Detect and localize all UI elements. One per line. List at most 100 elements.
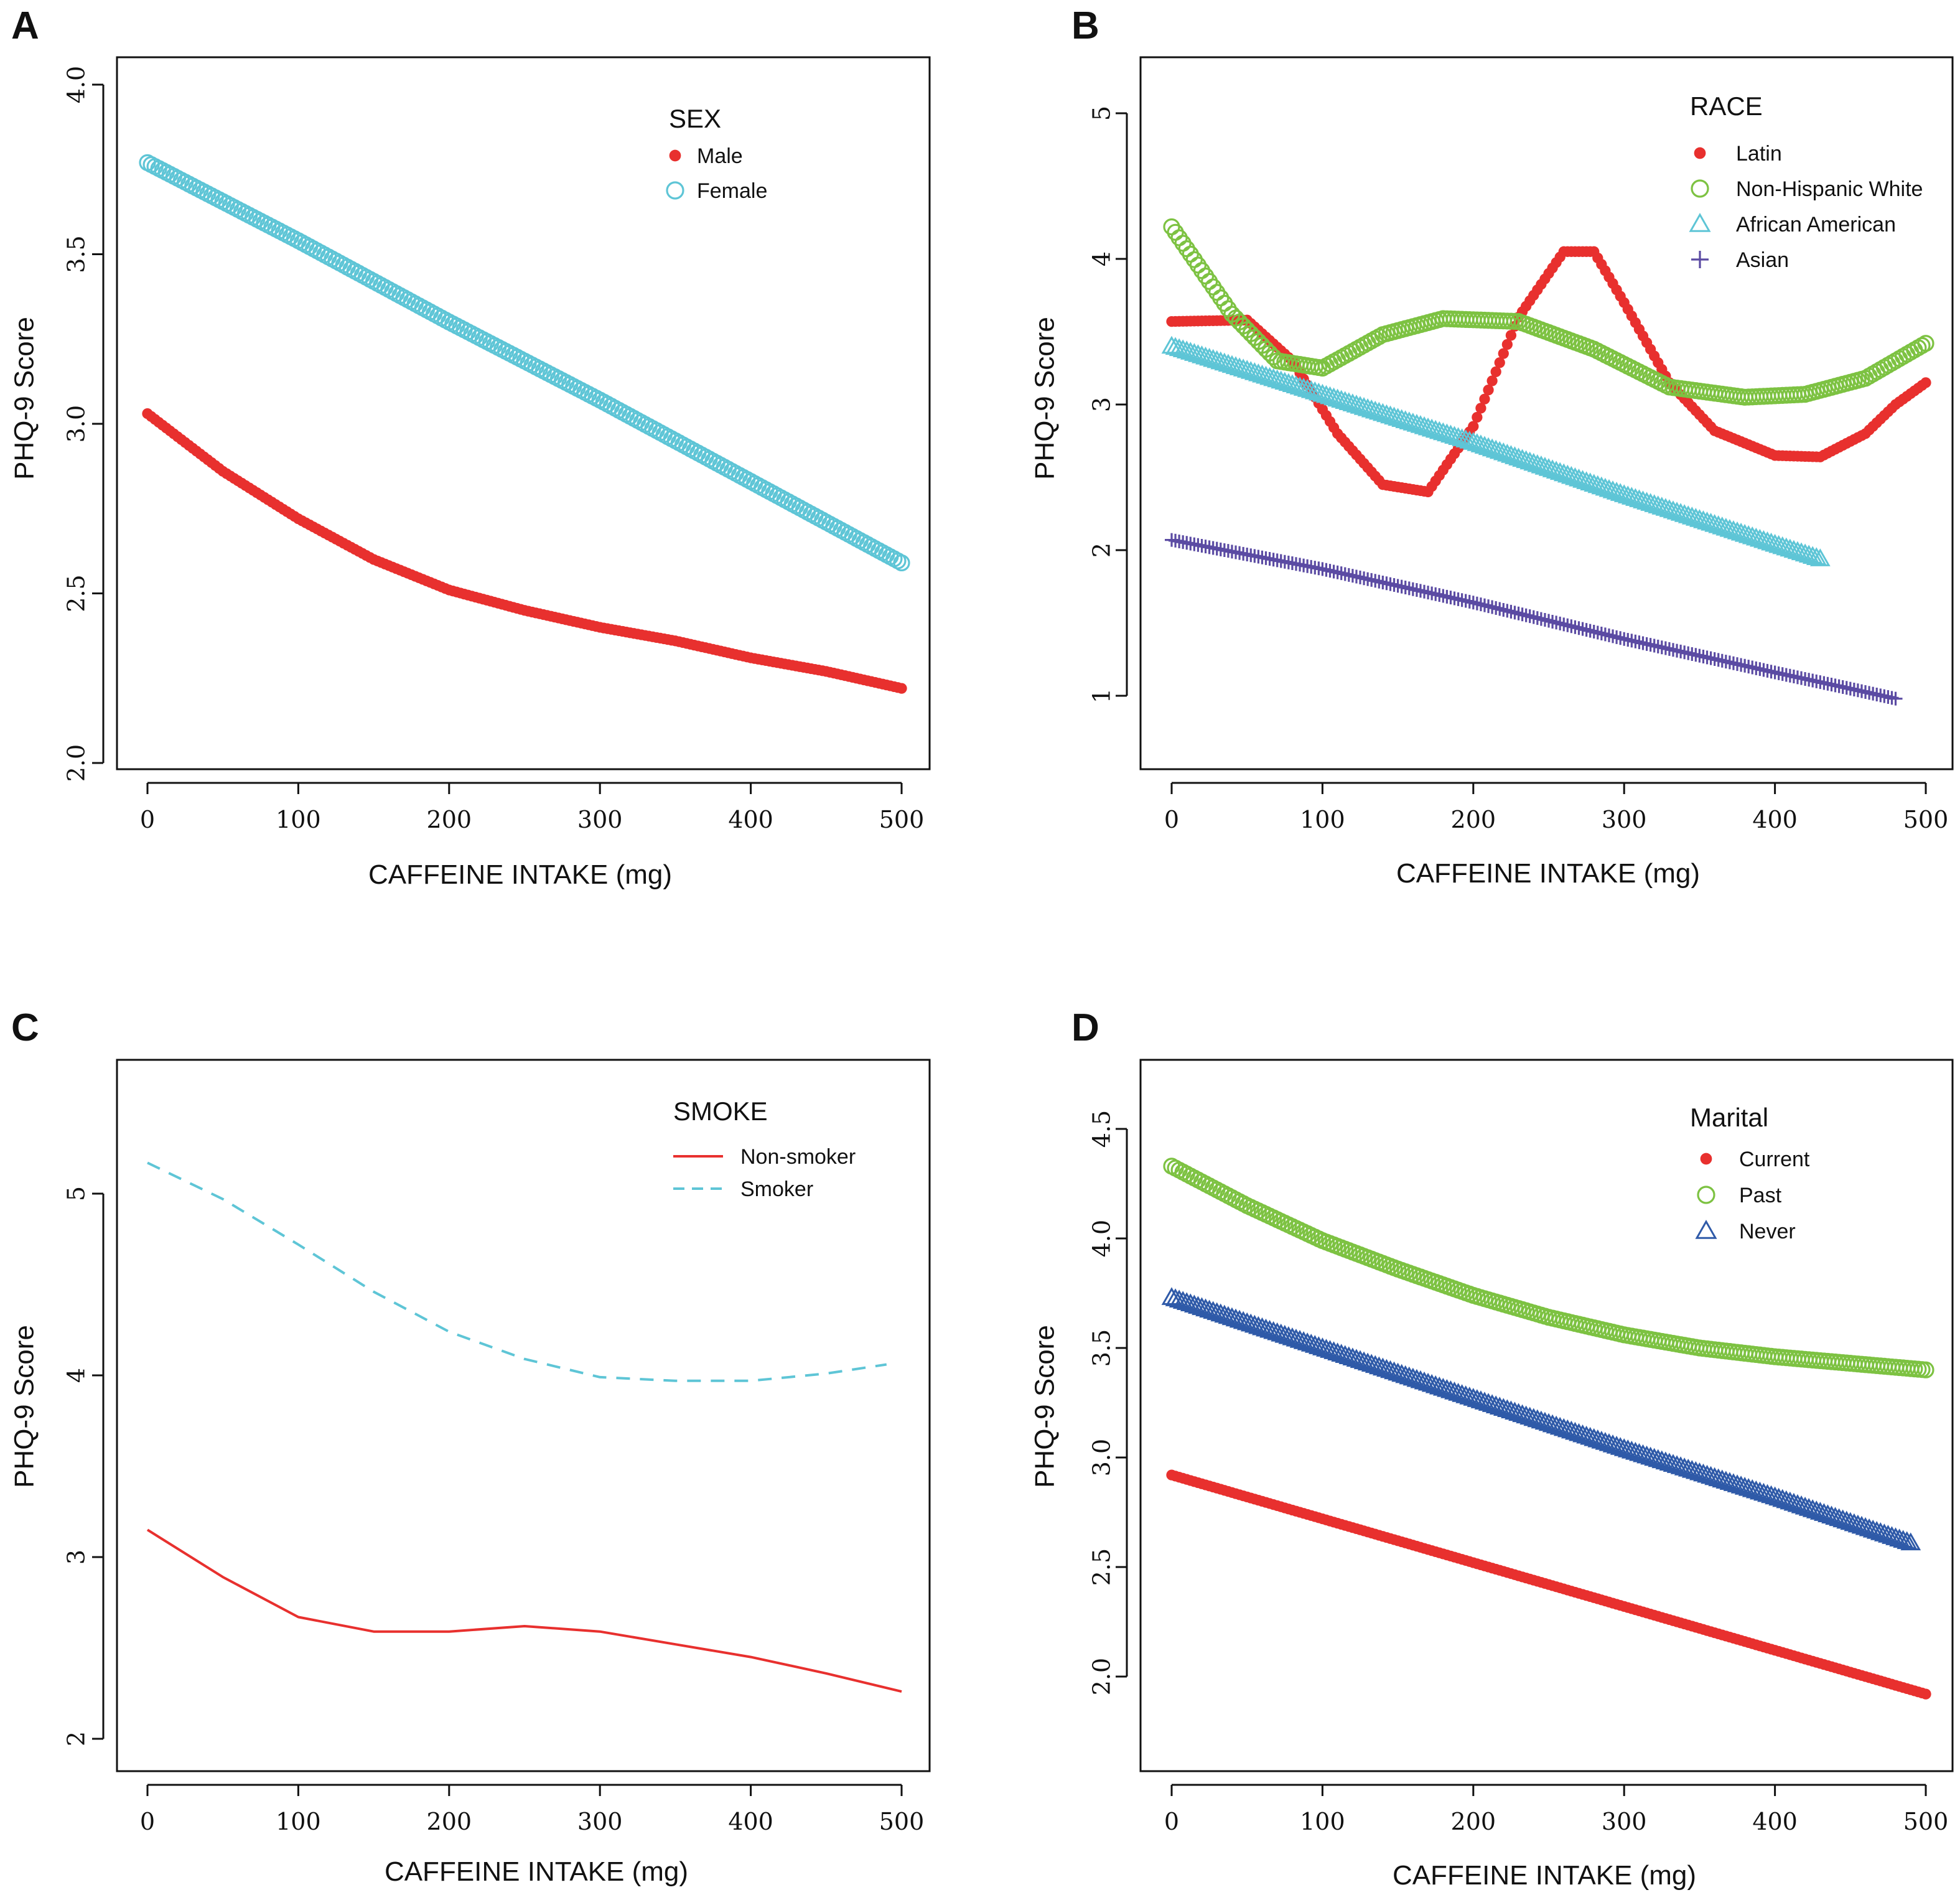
y-tick-label: 4.5	[1088, 1110, 1115, 1148]
x-tick-label: 0	[140, 806, 155, 833]
legend-label: Non-smoker	[740, 1145, 856, 1169]
series-african-american	[1161, 335, 1831, 566]
legend-title: SMOKE	[673, 1097, 768, 1126]
legend-label: Smoker	[740, 1177, 813, 1201]
x-tick-label: 200	[427, 1808, 472, 1835]
plot-frame	[1139, 56, 1954, 770]
legend-label: Male	[697, 144, 743, 168]
marker	[1897, 1531, 1918, 1550]
panel-letter: A	[11, 4, 39, 47]
x-tick-label: 500	[879, 806, 925, 833]
x-tick-label: 300	[577, 1808, 623, 1835]
series-past	[1163, 1158, 1934, 1378]
x-tick-label: 400	[728, 1808, 773, 1835]
x-axis-title: CAFFEINE INTAKE (mg)	[385, 1856, 688, 1887]
series-current	[1166, 1469, 1931, 1700]
panel-letter: D	[1071, 1006, 1099, 1049]
y-tick-label: 3.5	[62, 235, 90, 273]
marker	[1479, 393, 1490, 405]
marker	[893, 554, 910, 572]
series-never	[1161, 1287, 1921, 1551]
marker	[1809, 548, 1831, 566]
marker	[1475, 403, 1486, 414]
y-axis-title: PHQ-9 Score	[1029, 317, 1060, 480]
x-tick-label: 300	[1602, 806, 1647, 833]
legend-label: Asian	[1736, 248, 1789, 272]
marker	[1494, 357, 1505, 368]
series-male	[142, 408, 907, 694]
series-smoker	[147, 1161, 887, 1382]
y-tick-label: 2	[62, 1731, 90, 1746]
x-tick-label: 100	[1300, 806, 1345, 833]
series-asian	[1165, 533, 1903, 706]
y-tick-label: 5	[1088, 106, 1115, 121]
legend-swatch	[669, 149, 681, 162]
series-non-hispanic-white	[1163, 218, 1934, 406]
y-tick-label: 3.0	[62, 405, 90, 442]
y-axis-title: PHQ-9 Score	[9, 1325, 39, 1488]
y-tick-label: 5	[62, 1186, 90, 1201]
y-tick-label: 3.5	[1088, 1329, 1115, 1367]
legend-label: Current	[1739, 1148, 1810, 1171]
marker	[1498, 348, 1509, 359]
marker	[1900, 1532, 1921, 1551]
x-tick-label: 0	[1164, 1808, 1179, 1835]
x-tick-label: 200	[1451, 1808, 1496, 1835]
panel-letter: B	[1071, 4, 1099, 47]
x-axis-title: CAFFEINE INTAKE (mg)	[1393, 1860, 1696, 1891]
marker	[1920, 377, 1931, 388]
plot-frame	[1139, 1059, 1954, 1772]
y-tick-label: 2	[1088, 543, 1115, 558]
x-axis-title: CAFFEINE INTAKE (mg)	[368, 859, 672, 890]
panel-a: A 0 100 200 300 400 500 2.0 2.5 3.0 3.5 4.0 CAFFEINE…	[9, 4, 931, 890]
y-tick-label: 4	[62, 1368, 90, 1383]
y-tick-label: 2.5	[62, 574, 90, 612]
marker	[1468, 421, 1479, 432]
marker	[1490, 366, 1501, 377]
y-tick-label: 3	[62, 1550, 90, 1565]
legend-title: SEX	[669, 104, 721, 133]
panel-b: B 0 100 200 300 400 500 1 2 3 4 5 CAFFEINE INTAKE (m…	[1029, 4, 1954, 889]
y-tick-label: 4	[1088, 251, 1115, 266]
y-tick-label: 4.0	[1088, 1220, 1115, 1257]
x-tick-label: 100	[276, 1808, 321, 1835]
legend-label: Never	[1739, 1220, 1796, 1243]
marker	[1917, 335, 1934, 352]
panel-letter: C	[11, 1006, 39, 1049]
legend-label: Latin	[1736, 142, 1782, 166]
series-female	[139, 154, 910, 572]
legend-swatch	[1695, 1220, 1717, 1239]
series-line	[146, 1528, 902, 1693]
legend-swatch	[1694, 147, 1706, 159]
x-tick-label: 500	[1903, 1808, 1949, 1835]
legend-swatch	[666, 181, 684, 200]
series-line	[147, 1161, 887, 1382]
y-tick-label: 1	[1088, 688, 1115, 703]
y-tick-label: 2.5	[1088, 1548, 1115, 1586]
x-tick-label: 0	[140, 1808, 155, 1835]
x-tick-label: 400	[728, 806, 773, 833]
y-axis-title: PHQ-9 Score	[1029, 1325, 1060, 1488]
marker	[1483, 384, 1494, 396]
legend-swatch	[1689, 213, 1711, 232]
marker	[1888, 691, 1903, 706]
marker	[1920, 1688, 1931, 1700]
x-tick-label: 100	[276, 806, 321, 833]
legend-swatch	[1691, 251, 1709, 268]
x-tick-label: 500	[1903, 806, 1949, 833]
x-tick-label: 200	[1451, 806, 1496, 833]
x-tick-label: 300	[577, 806, 623, 833]
y-tick-label: 2.0	[62, 744, 90, 782]
plot-frame	[116, 1059, 931, 1772]
marker	[1486, 375, 1498, 386]
y-tick-label: 3.0	[1088, 1439, 1115, 1476]
marker	[1806, 547, 1827, 565]
series-non-smoker	[146, 1528, 902, 1693]
x-tick-label: 500	[879, 1808, 925, 1835]
y-tick-label: 4.0	[62, 66, 90, 103]
x-tick-label: 400	[1752, 806, 1798, 833]
x-tick-label: 400	[1752, 1808, 1798, 1835]
marker	[896, 683, 907, 694]
plot-frame	[116, 56, 931, 770]
